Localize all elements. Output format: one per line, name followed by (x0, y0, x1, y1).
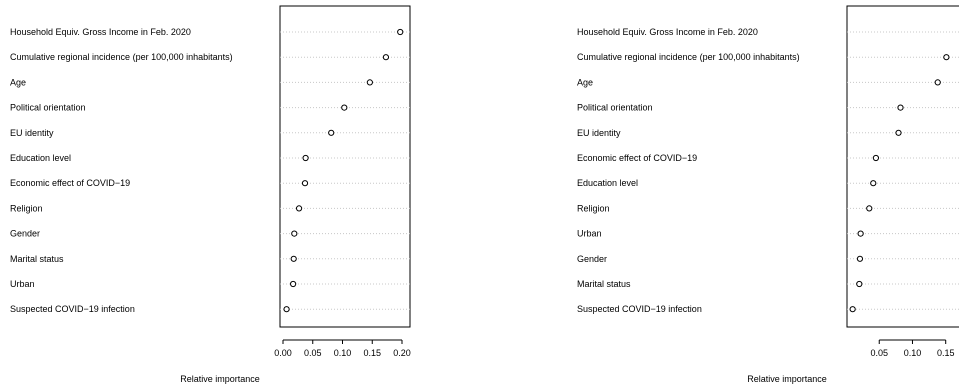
x-axis-label: Relative importance (747, 374, 827, 384)
category-label: Gender (10, 229, 40, 239)
x-tick-label: 0.20 (393, 348, 411, 358)
x-tick-label: 0.05 (870, 348, 888, 358)
data-point (856, 280, 863, 288)
category-label: Education level (577, 178, 638, 188)
category-label: Religion (577, 203, 610, 213)
category-label: Cumulative regional incidence (per 100,0… (10, 52, 233, 62)
x-tick-label: 0.00 (274, 348, 292, 358)
plot-frame-2 (846, 5, 959, 328)
x-tick-label: 0.05 (304, 348, 322, 358)
data-point (382, 54, 390, 61)
data-point (283, 306, 290, 313)
data-point (934, 79, 941, 86)
data-point (295, 205, 303, 212)
data-point (943, 54, 950, 61)
data-point (302, 154, 309, 162)
category-label: Religion (10, 203, 43, 213)
data-point (849, 306, 856, 313)
x-tick-label: 0.15 (363, 348, 381, 358)
data-point (397, 28, 404, 36)
category-label: Marital status (577, 279, 631, 289)
category-label: Household Equiv. Gross Income in Feb. 20… (10, 27, 191, 37)
data-point (366, 79, 373, 86)
category-label: Economic effect of COVID−19 (10, 178, 130, 188)
category-label: Cumulative regional incidence (per 100,0… (577, 52, 800, 62)
plot-frame-1 (279, 5, 411, 328)
category-label: Age (577, 77, 593, 87)
data-point (291, 230, 298, 237)
category-label: Urban (577, 229, 602, 239)
category-label: Political orientation (10, 103, 86, 113)
x-axis-label: Relative importance (180, 374, 260, 384)
data-point (341, 104, 348, 111)
category-label: Urban (10, 279, 35, 289)
data-point (328, 129, 335, 136)
data-point (290, 280, 297, 288)
data-point (857, 230, 864, 237)
x-tick-label: 0.10 (334, 348, 352, 358)
data-point (856, 255, 864, 262)
data-point (290, 255, 297, 262)
category-label: Suspected COVID−19 infection (10, 304, 135, 314)
category-label: EU identity (577, 128, 621, 138)
data-point (872, 154, 880, 162)
data-point (866, 205, 873, 212)
data-point (895, 129, 902, 136)
category-label: Education level (10, 153, 71, 163)
category-label: Political orientation (577, 103, 653, 113)
category-label: Marital status (10, 254, 64, 264)
category-label: Household Equiv. Gross Income in Feb. 20… (577, 27, 758, 37)
x-tick-label: 0.10 (904, 348, 922, 358)
data-point (301, 180, 309, 187)
category-label: Age (10, 77, 26, 87)
data-point (897, 104, 904, 111)
data-point (870, 180, 877, 187)
category-label: EU identity (10, 128, 54, 138)
x-tick-label: 0.15 (937, 348, 955, 358)
category-label: Economic effect of COVID−19 (577, 153, 697, 163)
category-label: Gender (577, 254, 607, 264)
category-label: Suspected COVID−19 infection (577, 304, 702, 314)
